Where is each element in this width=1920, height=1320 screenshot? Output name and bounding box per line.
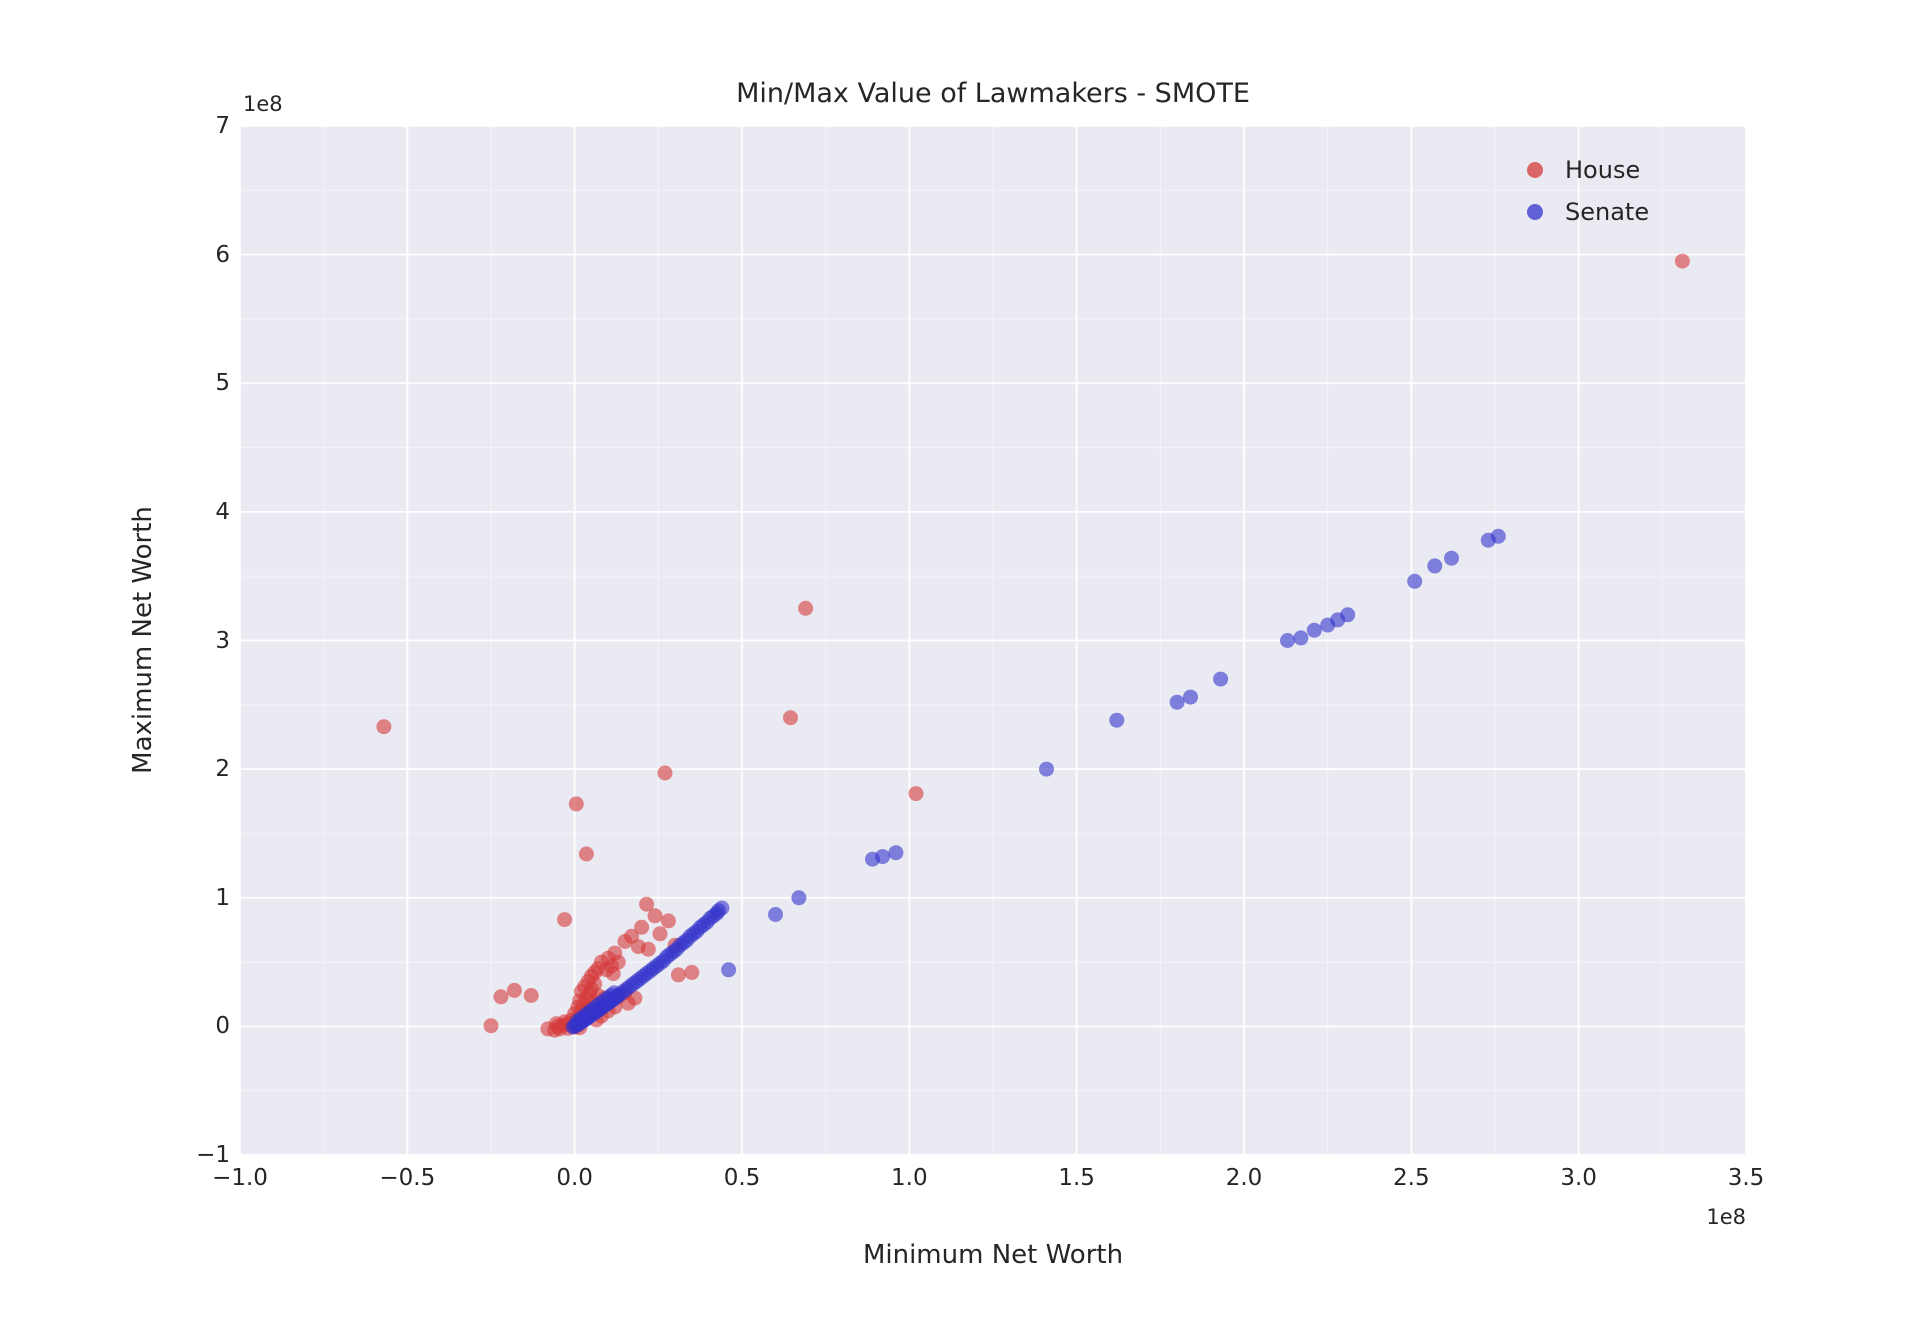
y-tick-label: 4 (215, 498, 230, 525)
x-axis-offset-label: 1e8 (1706, 1205, 1746, 1229)
data-point-senate (1169, 694, 1185, 710)
data-point-senate (1293, 630, 1309, 646)
data-point-senate (1427, 558, 1443, 574)
data-point-house (634, 919, 650, 935)
data-point-senate (791, 890, 807, 906)
x-axis-label: Minimum Net Worth (862, 1240, 1124, 1270)
data-point-house (640, 941, 656, 957)
y-tick-label: 2 (215, 756, 230, 783)
x-tick-labels: −1.0 −0.5 0.0 0.5 1.0 1.5 2.0 2.5 3.0 3.5 (0, 1165, 1920, 1195)
x-tick-label: 3.5 (1727, 1165, 1765, 1191)
x-tick-label: 0.5 (723, 1165, 761, 1191)
data-point-house (506, 982, 522, 998)
data-point-senate (1109, 712, 1125, 728)
y-tick-label: 7 (215, 113, 230, 139)
data-point-house (493, 989, 509, 1005)
y-tick-label: 6 (215, 241, 230, 268)
data-point-senate (888, 845, 904, 861)
data-point-house (557, 912, 573, 928)
data-point-senate (768, 907, 783, 922)
y-tick-label: 1 (215, 884, 230, 911)
data-point-house (605, 966, 621, 982)
data-point-senate (1444, 550, 1459, 566)
data-point-house (657, 765, 673, 781)
y-tick-label: 3 (215, 627, 230, 654)
data-point-senate (865, 851, 880, 867)
data-point-house (798, 600, 814, 616)
data-point-house (578, 846, 594, 862)
data-point-senate (1039, 761, 1054, 777)
data-point-house (660, 913, 676, 929)
data-point-house (376, 719, 392, 735)
x-tick-label: 2.5 (1393, 1165, 1430, 1191)
data-point-house (523, 988, 539, 1003)
senate-marker-icon (1527, 204, 1543, 220)
data-point-house (908, 786, 924, 802)
legend-label-house: House (1565, 156, 1641, 184)
data-point-senate (1306, 622, 1322, 638)
y-axis-offset-label: 1e8 (243, 92, 283, 116)
data-point-senate (606, 985, 622, 1001)
data-point-house (1674, 253, 1690, 269)
data-point-house (617, 934, 633, 949)
y-tick-labels: −1 0 1 2 3 4 5 6 7 (130, 0, 230, 1320)
data-point-house (647, 908, 663, 924)
legend: House Senate (1527, 156, 1649, 226)
data-point-house (483, 1018, 499, 1034)
x-tick-label: 2.0 (1225, 1165, 1263, 1191)
y-tick-label: −1 (196, 1142, 230, 1168)
x-tick-label: −1.0 (212, 1165, 268, 1191)
y-tick-label: 5 (215, 370, 230, 397)
data-point-house (568, 796, 584, 812)
data-point-senate (1280, 633, 1295, 648)
data-point-senate (1320, 617, 1336, 633)
data-point-senate (1183, 689, 1198, 705)
x-tick-label: 1.0 (891, 1165, 928, 1191)
data-point-house (684, 964, 700, 980)
chart-title: Min/Max Value of Lawmakers - SMOTE (736, 78, 1250, 109)
legend-item-senate: Senate (1527, 198, 1649, 226)
legend-item-house: House (1527, 156, 1649, 184)
data-point-senate (1213, 671, 1229, 687)
legend-label-senate: Senate (1565, 198, 1650, 226)
data-point-house (652, 926, 668, 942)
x-tick-label: 1.5 (1058, 1165, 1095, 1191)
x-tick-label: −0.5 (379, 1165, 436, 1191)
x-tick-label: 3.0 (1560, 1165, 1597, 1191)
data-point-senate (1480, 532, 1496, 548)
x-tick-label: 0.0 (556, 1165, 593, 1191)
data-point-house (548, 1016, 564, 1032)
y-tick-label: 0 (215, 1013, 230, 1040)
house-marker-icon (1527, 162, 1543, 178)
data-point-house (783, 710, 798, 726)
data-point-house (670, 967, 686, 983)
data-point-senate (721, 962, 737, 978)
data-point-senate (1407, 573, 1423, 589)
data-point-house (639, 896, 655, 912)
